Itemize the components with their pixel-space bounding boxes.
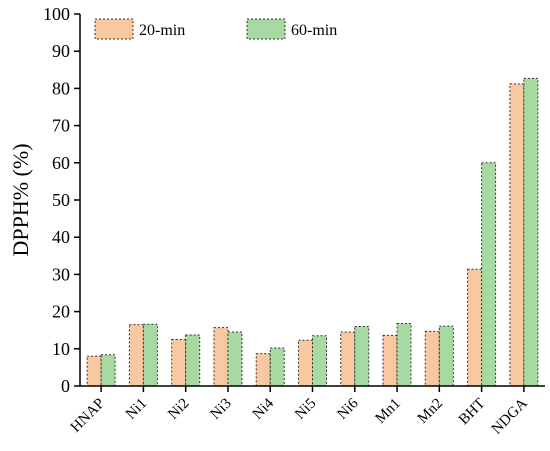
y-tick-label: 40	[52, 227, 70, 247]
bar-60-min-ni2	[185, 334, 201, 387]
y-tick-label: 30	[52, 264, 70, 284]
x-tick-label-ni5: Ni5	[292, 396, 319, 423]
legend-label-60-min: 60-min	[291, 22, 337, 39]
y-tick-label: 60	[52, 153, 70, 173]
y-axis-title: DPPH% (%)	[8, 143, 33, 256]
bar-20-min-mn2	[424, 330, 440, 387]
y-tick-label: 100	[43, 4, 70, 24]
x-tick-label-hnap: HNAP	[68, 396, 108, 436]
x-tick-label-ni1: Ni1	[123, 396, 150, 423]
bar-60-min-hnap	[100, 354, 116, 387]
bar-60-min-bht	[481, 162, 497, 387]
x-axis: HNAP Ni1 Ni2 Ni3 Ni4 Ni5 Ni6 Mn1 Mn2 BHT NDGA	[68, 385, 545, 437]
bar-20-min-ni1	[128, 324, 144, 387]
bar-60-min-mn2	[438, 325, 454, 387]
bar-20-min-ndga	[509, 83, 525, 387]
x-tick-label-mn2: Mn2	[415, 396, 446, 427]
x-tick-label-bht: BHT	[456, 396, 489, 429]
bar-60-min-ni3	[227, 331, 243, 387]
bar-20-min-hnap	[86, 355, 102, 387]
bar-60-min-ni1	[142, 323, 158, 387]
y-tick-label: 10	[52, 339, 70, 359]
y-tick-label: 50	[52, 190, 70, 210]
y-axis: 0 10 20 30 40 50 60 70 80 90 100	[43, 4, 81, 396]
legend-label-20-min: 20-min	[139, 22, 185, 39]
y-tick-label: 90	[52, 41, 70, 61]
bar-20-min-ni6	[340, 331, 356, 387]
legend: 20-min 60-min	[94, 18, 337, 40]
bar-20-min-bht	[467, 268, 483, 387]
legend-swatch-20-min	[94, 18, 134, 40]
bar-60-min-ni5	[312, 335, 327, 387]
bar-20-min-ni2	[171, 339, 187, 387]
bar-20-min-ni5	[298, 339, 313, 387]
y-tick-label: 20	[52, 302, 70, 322]
bar-60-min-mn1	[396, 323, 412, 387]
x-tick-label-ni3: Ni3	[208, 396, 235, 423]
bar-20-min-ni4	[255, 353, 271, 387]
bar-60-min-ni6	[354, 325, 370, 387]
y-tick-label: 80	[52, 78, 70, 98]
bar-20-min-mn1	[382, 334, 398, 387]
y-tick-label: 70	[52, 116, 70, 136]
legend-swatch-60-min	[246, 18, 286, 40]
y-tick-label: 0	[61, 376, 70, 396]
bars-group	[86, 77, 539, 387]
bar-60-min-ndga	[523, 77, 539, 387]
bar-20-min-ni3	[213, 327, 229, 387]
x-tick-label-mn1: Mn1	[373, 396, 404, 427]
x-tick-label-ni6: Ni6	[334, 395, 362, 423]
x-tick-label-ni2: Ni2	[165, 396, 192, 423]
bar-60-min-ni4	[269, 347, 285, 387]
x-tick-label-ndga: NDGA	[489, 395, 531, 437]
x-tick-label-ni4: Ni4	[250, 395, 278, 423]
